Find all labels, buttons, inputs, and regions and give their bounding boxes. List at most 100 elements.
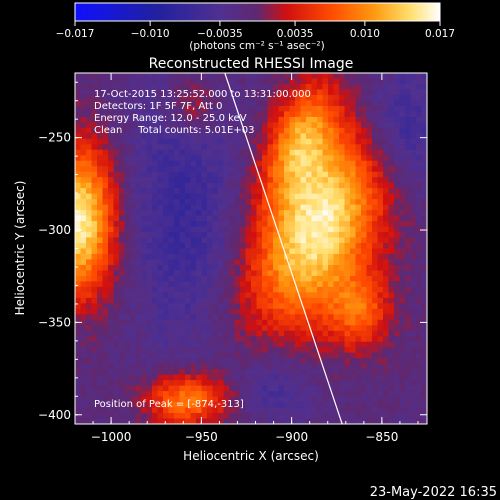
heatmap-cell: [97, 127, 104, 134]
heatmap-cell: [350, 248, 357, 255]
heatmap-cell: [179, 358, 186, 365]
heatmap-cell: [146, 281, 153, 288]
heatmap-cell: [179, 352, 186, 359]
heatmap-cell: [229, 303, 236, 310]
heatmap-cell: [416, 199, 423, 206]
heatmap-cell: [399, 204, 406, 211]
heatmap-cell: [289, 221, 296, 228]
heatmap-cell: [75, 237, 82, 244]
heatmap-cell: [278, 100, 285, 107]
heatmap-cell: [383, 155, 390, 162]
heatmap-cell: [201, 155, 208, 162]
heatmap-cell: [399, 100, 406, 107]
heatmap-cell: [245, 369, 252, 376]
heatmap-cell: [163, 369, 170, 376]
heatmap-cell: [355, 248, 362, 255]
heatmap-cell: [300, 391, 307, 398]
heatmap-cell: [394, 341, 401, 348]
heatmap-cell: [157, 73, 164, 80]
heatmap-cell: [223, 385, 230, 392]
heatmap-cell: [262, 396, 269, 403]
heatmap-cell: [322, 83, 329, 91]
heatmap-cell: [168, 177, 175, 184]
heatmap-cell: [322, 73, 329, 80]
heatmap-cell: [388, 358, 395, 365]
heatmap-cell: [328, 292, 335, 299]
heatmap-cell: [218, 341, 225, 348]
heatmap-cell: [124, 253, 131, 261]
heatmap-cell: [366, 380, 373, 387]
heatmap-cell: [152, 391, 159, 398]
heatmap-cell: [130, 385, 137, 392]
heatmap-cell: [399, 402, 406, 409]
heatmap-cell: [201, 358, 208, 365]
heatmap-cell: [196, 380, 203, 387]
heatmap-cell: [377, 396, 384, 403]
heatmap-cell: [108, 149, 115, 156]
heatmap-cell: [399, 385, 406, 392]
heatmap-cell: [152, 166, 159, 173]
heatmap-cell: [229, 391, 236, 398]
heatmap-cell: [256, 275, 263, 282]
heatmap-cell: [333, 314, 340, 321]
heatmap-cell: [135, 100, 142, 107]
x-tick-label: −950: [185, 430, 218, 444]
heatmap-cell: [135, 204, 142, 211]
heatmap-cell: [421, 303, 427, 310]
heatmap-cell: [267, 259, 274, 266]
heatmap-cell: [223, 308, 230, 315]
heatmap-cell: [377, 122, 384, 129]
heatmap-cell: [262, 385, 269, 392]
heatmap-cell: [251, 286, 258, 293]
heatmap-cell: [350, 243, 357, 250]
heatmap-cell: [141, 127, 148, 134]
heatmap-cell: [108, 105, 115, 112]
heatmap-cell: [317, 253, 324, 261]
heatmap-cell: [256, 270, 263, 277]
heatmap-cell: [124, 413, 131, 420]
heatmap-cell: [223, 369, 230, 376]
heatmap-cell: [306, 308, 313, 315]
heatmap-cell: [245, 358, 252, 365]
heatmap-cell: [339, 116, 346, 123]
heatmap-cell: [344, 215, 351, 222]
heatmap-cell: [119, 314, 126, 321]
heatmap-cell: [355, 226, 362, 233]
heatmap-cell: [300, 78, 307, 85]
heatmap-cell: [339, 138, 346, 145]
heatmap-cell: [207, 193, 214, 200]
heatmap-cell: [196, 177, 203, 184]
heatmap-cell: [350, 149, 357, 156]
heatmap-cell: [394, 369, 401, 376]
heatmap-cell: [207, 89, 214, 96]
heatmap-cell: [339, 259, 346, 266]
heatmap-cell: [97, 171, 104, 178]
heatmap-cell: [113, 78, 120, 85]
heatmap-cell: [163, 347, 170, 354]
heatmap-cell: [97, 149, 104, 156]
heatmap-cell: [366, 166, 373, 173]
heatmap-cell: [262, 319, 269, 326]
heatmap-cell: [179, 385, 186, 392]
heatmap-cell: [262, 155, 269, 162]
heatmap-cell: [229, 89, 236, 96]
heatmap-cell: [322, 160, 329, 167]
heatmap-cell: [361, 83, 368, 91]
heatmap-cell: [361, 413, 368, 420]
heatmap-cell: [196, 347, 203, 354]
heatmap-cell: [97, 418, 104, 424]
heatmap-cell: [179, 177, 186, 184]
heatmap-cell: [163, 237, 170, 244]
heatmap-cell: [152, 221, 159, 228]
heatmap-cell: [273, 226, 280, 233]
heatmap-cell: [174, 111, 181, 118]
heatmap-cell: [240, 303, 247, 310]
heatmap-cell: [207, 138, 214, 145]
heatmap-cell: [185, 314, 192, 321]
heatmap-cell: [124, 111, 131, 118]
heatmap-cell: [124, 193, 131, 200]
heatmap-cell: [157, 341, 164, 348]
heatmap-cell: [278, 199, 285, 206]
heatmap-cell: [174, 127, 181, 134]
heatmap-cell: [256, 155, 263, 162]
